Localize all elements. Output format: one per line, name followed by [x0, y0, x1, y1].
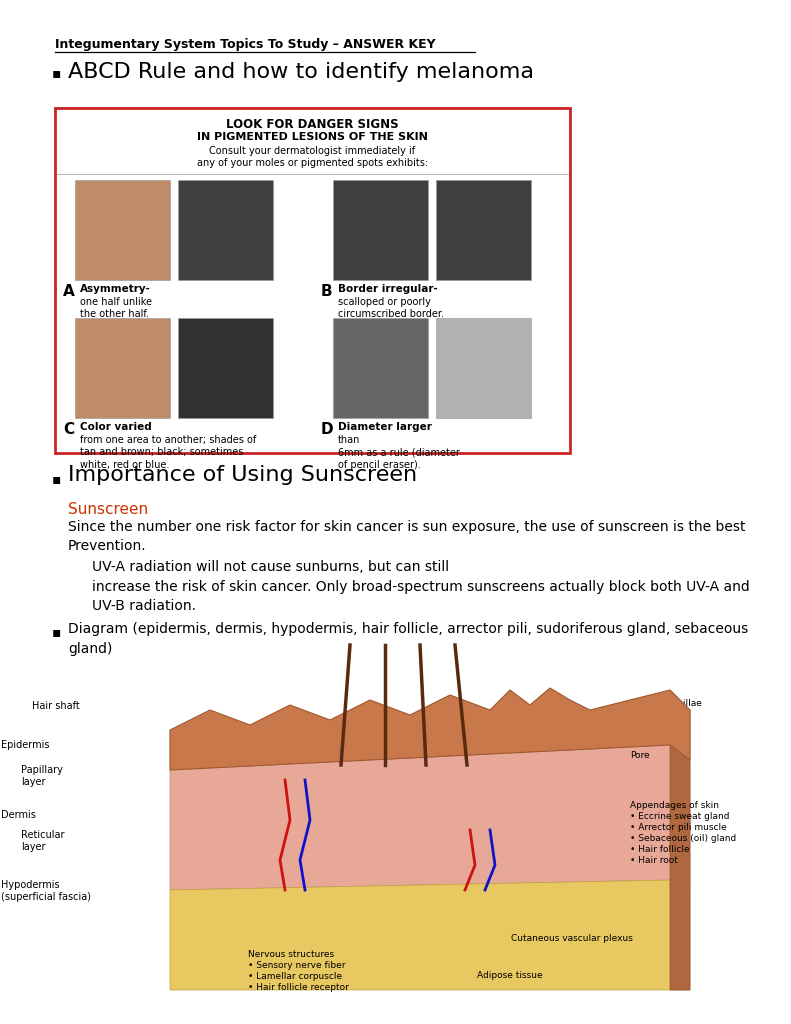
Text: Consult your dermatologist immediately if: Consult your dermatologist immediately i… — [210, 146, 415, 156]
FancyBboxPatch shape — [332, 318, 427, 418]
Text: Hypodermis
(superficial fascia): Hypodermis (superficial fascia) — [2, 880, 91, 901]
Text: Importance of Using Sunscreen: Importance of Using Sunscreen — [68, 465, 417, 485]
Text: B: B — [320, 284, 332, 299]
Text: Diameter larger: Diameter larger — [338, 422, 431, 432]
Text: Pore: Pore — [630, 752, 650, 760]
Text: LOOK FOR DANGER SIGNS: LOOK FOR DANGER SIGNS — [226, 118, 399, 131]
Text: UV-A radiation will not cause sunburns, but can still
increase the risk of skin : UV-A radiation will not cause sunburns, … — [92, 560, 750, 613]
Text: Cutaneous vascular plexus: Cutaneous vascular plexus — [511, 934, 633, 943]
Text: any of your moles or pigmented spots exhibits:: any of your moles or pigmented spots exh… — [197, 158, 428, 168]
Text: than
6mm as a rule (diameter
of pencil eraser).: than 6mm as a rule (diameter of pencil e… — [338, 435, 460, 470]
Text: one half unlike
the other half.: one half unlike the other half. — [80, 297, 152, 319]
Text: Hair shaft: Hair shaft — [32, 701, 80, 712]
Polygon shape — [170, 688, 690, 770]
Text: scalloped or poorly
circumscribed border.: scalloped or poorly circumscribed border… — [338, 297, 444, 319]
FancyBboxPatch shape — [436, 318, 531, 418]
Text: Dermis: Dermis — [2, 810, 36, 820]
Text: C: C — [63, 422, 74, 437]
Text: Asymmetry-: Asymmetry- — [80, 284, 151, 294]
FancyBboxPatch shape — [178, 318, 273, 418]
FancyBboxPatch shape — [75, 180, 170, 280]
Text: Appendages of skin
• Eccrine sweat gland
• Arrector pili muscle
• Sebaceous (oil: Appendages of skin • Eccrine sweat gland… — [630, 801, 736, 865]
Text: ▪: ▪ — [52, 66, 62, 80]
Text: ▪: ▪ — [52, 472, 62, 486]
Text: D: D — [320, 422, 333, 437]
Text: Dermal papillae: Dermal papillae — [630, 698, 702, 708]
Text: Since the number one risk factor for skin cancer is sun exposure, the use of sun: Since the number one risk factor for ski… — [68, 520, 745, 554]
Text: from one area to another; shades of
tan and brown; black; sometimes
white, red o: from one area to another; shades of tan … — [80, 435, 256, 470]
Text: Sunscreen: Sunscreen — [68, 502, 148, 517]
Text: Epidermis: Epidermis — [2, 740, 50, 751]
Text: Reticular
layer: Reticular layer — [21, 830, 64, 852]
Text: Integumentary System Topics To Study – ANSWER KEY: Integumentary System Topics To Study – A… — [55, 38, 436, 51]
Polygon shape — [170, 745, 690, 890]
Polygon shape — [170, 880, 690, 990]
FancyBboxPatch shape — [332, 180, 427, 280]
FancyBboxPatch shape — [178, 180, 273, 280]
Text: Adipose tissue: Adipose tissue — [477, 972, 543, 980]
FancyBboxPatch shape — [75, 318, 170, 418]
Polygon shape — [670, 690, 690, 990]
Text: Diagram (epidermis, dermis, hypodermis, hair follicle, arrector pili, sudorifero: Diagram (epidermis, dermis, hypodermis, … — [68, 622, 748, 655]
FancyBboxPatch shape — [55, 108, 570, 453]
Text: ABCD Rule and how to identify melanoma: ABCD Rule and how to identify melanoma — [68, 62, 534, 82]
Text: IN PIGMENTED LESIONS OF THE SKIN: IN PIGMENTED LESIONS OF THE SKIN — [197, 132, 428, 142]
Text: ▪: ▪ — [52, 625, 62, 639]
Text: Color varied: Color varied — [80, 422, 152, 432]
Text: A: A — [63, 284, 75, 299]
Text: Border irregular-: Border irregular- — [338, 284, 437, 294]
FancyBboxPatch shape — [436, 180, 531, 280]
Text: Papillary
layer: Papillary layer — [21, 765, 62, 786]
Text: Nervous structures
• Sensory nerve fiber
• Lamellar corpuscle
• Hair follicle re: Nervous structures • Sensory nerve fiber… — [248, 949, 349, 992]
